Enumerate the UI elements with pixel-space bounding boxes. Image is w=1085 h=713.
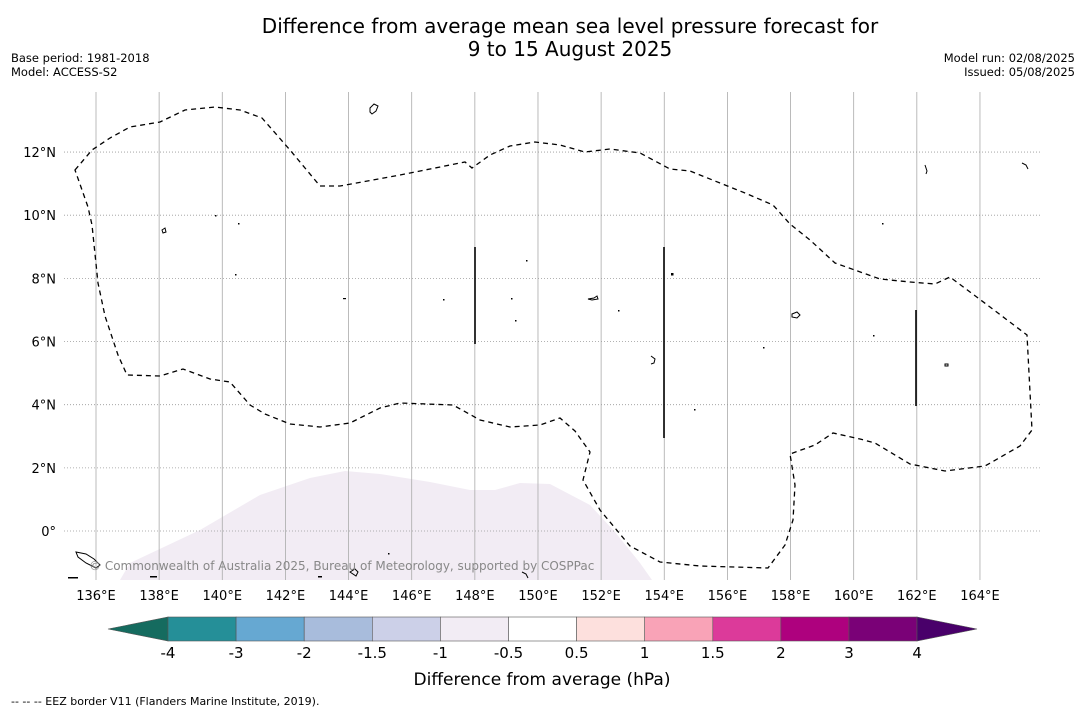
colorbar-title: Difference from average (hPa) <box>414 670 671 690</box>
colorbar-tick-label: 1 <box>640 644 650 662</box>
map-title-line2: 9 to 15 August 2025 <box>467 37 673 61</box>
colorbar-tick-labels: -4 -3 -2 -1.5 -1 -0.5 0.5 1 1.5 2 3 4 <box>161 644 922 662</box>
meta-left: Base period: 1981-2018 Model: ACCESS-S2 <box>11 51 150 79</box>
latitude-label: 6°N <box>32 336 57 351</box>
longitude-label: 160°E <box>834 589 874 604</box>
longitude-label: 144°E <box>329 589 369 604</box>
maritime-boundaries <box>474 247 917 438</box>
colorbar-box <box>508 616 577 642</box>
colorbar-over-triangle <box>916 616 978 642</box>
latitude-label: 10°N <box>23 209 56 224</box>
colorbar-box <box>167 616 237 642</box>
longitude-label: 148°E <box>455 589 495 604</box>
longitude-label: 158°E <box>771 589 811 604</box>
longitude-tick-labels: 136°E 138°E 140°E 142°E 144°E 146°E 148°E 150°E… <box>76 589 999 604</box>
colorbar-under-triangle <box>107 616 169 642</box>
model-run: Model run: 02/08/2025 <box>943 51 1075 65</box>
meta-right: Model run: 02/08/2025 Issued: 05/08/2025 <box>944 51 1075 79</box>
colorbar-tick-label: -1 <box>433 644 448 662</box>
latitude-label: 8°N <box>32 272 57 287</box>
colorbar-tick-label: 2 <box>776 644 786 662</box>
longitude-label: 138°E <box>139 589 179 604</box>
anomaly-region <box>120 471 652 580</box>
longitude-label: 154°E <box>644 589 684 604</box>
colorbar-box <box>780 616 850 642</box>
map-plot-area: © Commonwealth of Australia 2025, Bureau… <box>64 92 1042 580</box>
longitude-label: 140°E <box>203 589 243 604</box>
colorbar-box <box>848 616 918 642</box>
copyright-text: © Commonwealth of Australia 2025, Bureau… <box>89 559 594 573</box>
map-title-line1: Difference from average mean sea level p… <box>261 14 879 38</box>
longitude-label: 146°E <box>392 589 432 604</box>
graticule <box>64 92 1042 580</box>
eez-note: -- -- -- EEZ border V11 (Flanders Marine… <box>11 695 320 708</box>
colorbar-box <box>644 616 714 642</box>
colorbar-tick-label: 1.5 <box>701 644 725 662</box>
base-period: Base period: 1981-2018 <box>11 51 150 65</box>
colorbar-tick-label: -4 <box>161 644 176 662</box>
small-island-dots <box>68 215 884 579</box>
issued-date: Issued: 05/08/2025 <box>964 65 1075 79</box>
colorbar-box <box>371 616 441 642</box>
latitude-tick-labels: 0° 2°N 4°N 6°N 8°N 10°N 12°N <box>23 146 56 540</box>
colorbar-box <box>576 616 645 642</box>
latitude-label: 2°N <box>32 462 57 477</box>
colorbar-tick-label: -1.5 <box>358 644 387 662</box>
longitude-label: 164°E <box>960 589 1000 604</box>
colorbar-tick-label: -0.5 <box>494 644 523 662</box>
colorbar-tick-label: -2 <box>297 644 312 662</box>
colorbar-box <box>712 616 782 642</box>
latitude-label: 4°N <box>32 399 57 414</box>
island-outlines <box>75 103 1029 579</box>
colorbar-tick-label: 3 <box>844 644 854 662</box>
model-name: Model: ACCESS-S2 <box>11 65 118 79</box>
colorbar-boxes <box>167 616 918 642</box>
colorbar-tick-label: 0.5 <box>565 644 589 662</box>
longitude-label: 162°E <box>897 589 937 604</box>
colorbar-tick-label: 4 <box>912 644 922 662</box>
colorbar-box <box>303 616 373 642</box>
longitude-label: 150°E <box>518 589 558 604</box>
latitude-label: 12°N <box>23 146 56 161</box>
eez-border <box>74 106 1033 569</box>
colorbar-box <box>235 616 305 642</box>
colorbar-tick-label: -3 <box>229 644 244 662</box>
latitude-label: 0° <box>41 525 56 540</box>
colorbar-box <box>440 616 509 642</box>
longitude-label: 156°E <box>708 589 748 604</box>
longitude-label: 142°E <box>266 589 306 604</box>
colorbar: -4 -3 -2 -1.5 -1 -0.5 0.5 1 1.5 2 3 4 Difference fr… <box>107 616 978 690</box>
longitude-label: 152°E <box>581 589 621 604</box>
longitude-label: 136°E <box>76 589 116 604</box>
